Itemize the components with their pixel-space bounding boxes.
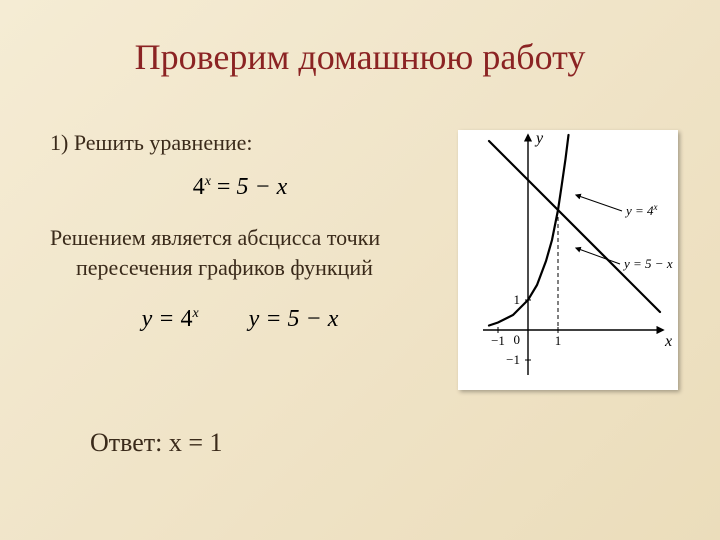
eq-lhs-base: 4 [193,174,205,200]
graph: −1 1 −1 1 0 x y y = 4x y = 5 − x [458,130,678,390]
svg-text:y: y [534,130,544,147]
svg-text:1: 1 [514,292,521,307]
problem-block: 1) Решить уравнение: 4x = 5 − x Решением… [50,130,430,333]
sub1-lhs: y [142,306,153,332]
svg-text:y = 4x: y = 4x [624,202,658,218]
svg-text:0: 0 [514,332,521,347]
problem-statement: 1) Решить уравнение: [50,130,430,156]
answer-value: х = 1 [169,428,223,457]
sub-equations: y = 4x y = 5 − x [50,306,430,333]
svg-text:y = 5 − x: y = 5 − x [622,256,673,271]
page-title: Проверим домашнюю работу [0,0,720,78]
problem-number: 1) [50,130,68,155]
answer: Ответ: х = 1 [90,428,223,458]
svg-text:1: 1 [555,333,562,348]
eq-lhs-exp: x [205,174,211,189]
graph-svg: −1 1 −1 1 0 x y y = 4x y = 5 − x [458,130,678,390]
sub2-rhs: 5 − x [288,306,339,332]
explanation: Решением является абсцисса точки пересеч… [50,223,430,282]
svg-text:x: x [664,333,672,350]
sub1-base: 4 [180,306,192,332]
eq-equals: = [217,174,237,200]
answer-label: Ответ: [90,428,162,457]
explanation-line2: пересечения графиков функций [50,253,430,283]
problem-text: Решить уравнение: [74,130,253,155]
explanation-line1: Решением является абсцисса точки [50,225,380,250]
main-equation: 4x = 5 − x [50,174,430,201]
sub-equation-1: y = 4x [142,306,199,333]
eq-rhs: 5 − x [236,174,287,200]
sub-equation-2: y = 5 − x [249,306,339,333]
svg-text:−1: −1 [506,352,520,367]
sub2-lhs: y [249,306,260,332]
sub1-exp: x [192,306,198,321]
svg-text:−1: −1 [491,333,505,348]
